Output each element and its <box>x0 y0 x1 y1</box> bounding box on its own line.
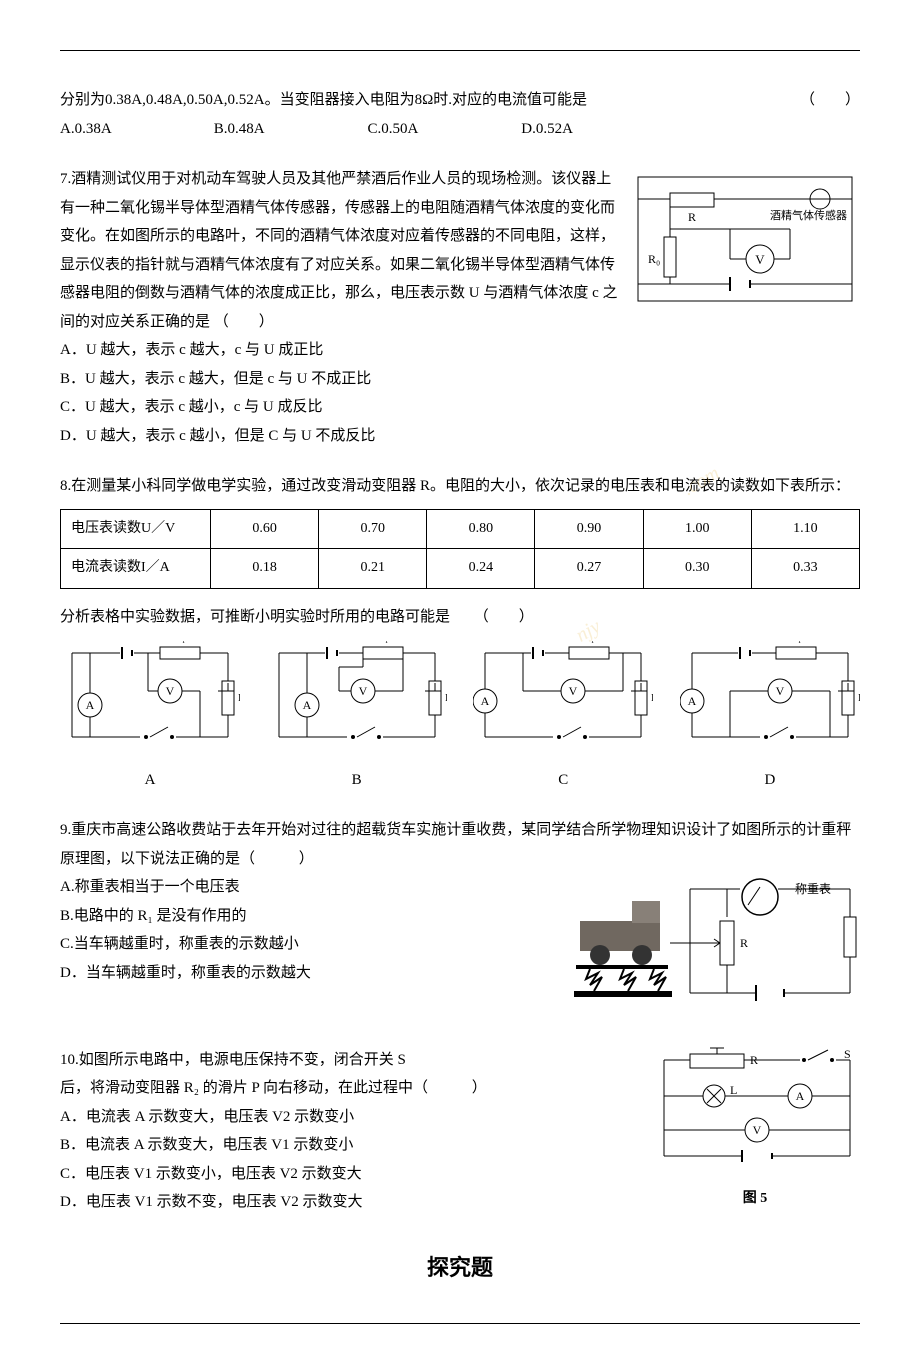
q7-R-label: R <box>688 210 696 224</box>
q8-r0: 电流表读数I／A <box>61 549 211 589</box>
q9-pre-line: 9.重庆市高速公路收费站于去年开始对过往的超载货车实施计重收费，某同学结合所学物… <box>60 816 860 873</box>
q6-optD: D.0.52A <box>521 115 573 144</box>
question-8: .com 8.在测量某小科同学做电学实验，通过改变滑动变阻器 R。电阻的大小，依… <box>60 472 860 794</box>
q8-paren: （ ） <box>474 609 534 625</box>
table-row: 电流表读数I／A 0.18 0.21 0.24 0.27 0.30 0.33 <box>61 549 860 589</box>
circ-C-R1: R₁ <box>584 641 595 644</box>
circ-B-R1: R₁ <box>377 641 388 644</box>
circ-D-R2: R₂ <box>858 692 860 704</box>
q10-pre2: 后，将滑动变阻器 R₂ 的滑片 P 向右移动，在此过程中（ <box>60 1080 428 1096</box>
circ-C-V: V <box>569 684 578 698</box>
q8-h6: 1.10 <box>751 509 859 549</box>
circ-A-A: A <box>86 698 95 712</box>
q10-S: S <box>844 1047 851 1061</box>
circuit-b-svg: R₁ R₂ A V <box>267 641 447 751</box>
q10-caption: 图 5 <box>650 1186 860 1213</box>
q10-L: L <box>730 1083 737 1097</box>
q8-table: 电压表读数U／V 0.60 0.70 0.80 0.90 1.00 1.10 电… <box>60 509 860 589</box>
circ-D-V: V <box>776 684 785 698</box>
q6-options: A.0.38A B.0.48A C.0.50A D.0.52A <box>60 115 860 144</box>
q7-optC: C．U 越大，表示 c 越小，c 与 U 成反比 <box>60 393 860 422</box>
circuit-a-svg: R₁ R₂ A V <box>60 641 240 751</box>
q10-figure: R S L A V 图 5 <box>650 1046 860 1213</box>
q8-circuit-B: R₁ R₂ A V <box>267 641 447 794</box>
q8-r5: 0.30 <box>643 549 751 589</box>
bottom-rule <box>60 1323 860 1324</box>
q8-r1: 0.18 <box>211 549 319 589</box>
q8-circuit-D: R₁ R₂ A V <box>680 641 860 794</box>
q6-text: 分别为0.38A,0.48A,0.50A,0.52A。当变阻器接入电阻为8Ω时.… <box>60 92 587 108</box>
circ-A-R1: R₁ <box>174 641 185 644</box>
q7-sensor-label: 酒精气体传感器 <box>770 208 847 222</box>
q8-h4: 0.90 <box>535 509 643 549</box>
q7-pre: 7.酒精测试仪用于对机动车驾驶人员及其他严禁酒后作业人员的现场检测。该仪器上有一… <box>60 171 618 330</box>
q7-optB: B．U 越大，表示 c 越大，但是 c 与 U 不成正比 <box>60 365 860 394</box>
question-6-tail: 分别为0.38A,0.48A,0.50A,0.52A。当变阻器接入电阻为8Ω时.… <box>60 86 860 143</box>
q10-fig-svg: R S L A V <box>650 1046 860 1176</box>
circuit-d-svg: R₁ R₂ A V <box>680 641 860 751</box>
q10-V: V <box>753 1123 762 1137</box>
question-7: R 酒精气体传感器 R₀ V <box>60 165 860 450</box>
q6-optC: C.0.50A <box>368 115 518 144</box>
q8-h2: 0.70 <box>319 509 427 549</box>
q10-paren: ） <box>472 1080 487 1096</box>
circ-label-C: C <box>473 766 653 795</box>
q7-circuit: R 酒精气体传感器 R₀ V <box>630 169 860 320</box>
q8-h5: 1.00 <box>643 509 751 549</box>
q8-post-line: 分析表格中实验数据，可推断小明实验时所用的电路可能是 （ ） <box>60 603 860 632</box>
q9-pre: 9.重庆市高速公路收费站于去年开始对过往的超载货车实施计重收费，某同学结合所学物… <box>60 822 851 867</box>
circ-B-R2: R₂ <box>445 692 447 704</box>
q8-h0: 电压表读数U／V <box>61 509 211 549</box>
q8-h1: 0.60 <box>211 509 319 549</box>
q8-r2: 0.21 <box>319 549 427 589</box>
q7-paren: （ ） <box>214 314 274 330</box>
circ-A-V: V <box>166 684 175 698</box>
circ-A-R2: R₂ <box>238 692 240 704</box>
section-title: 探究题 <box>60 1247 860 1289</box>
q8-r6: 0.33 <box>751 549 859 589</box>
q8-r4: 0.27 <box>535 549 643 589</box>
question-9: 9.重庆市高速公路收费站于去年开始对过往的超载货车实施计重收费，某同学结合所学物… <box>60 816 860 1024</box>
table-row: 电压表读数U／V 0.60 0.70 0.80 0.90 1.00 1.10 <box>61 509 860 549</box>
circ-D-A: A <box>688 694 697 708</box>
circ-B-A: A <box>302 698 311 712</box>
q8-h3: 0.80 <box>427 509 535 549</box>
q6-optB: B.0.48A <box>214 115 364 144</box>
q8-post: 分析表格中实验数据，可推断小明实验时所用的电路可能是 <box>60 609 450 625</box>
q9-paren: ） <box>299 851 314 867</box>
circ-label-A: A <box>60 766 240 795</box>
circ-label-D: D <box>680 766 860 795</box>
q9-fig-svg: 称重表 R₁ R <box>570 873 860 1013</box>
circ-C-A: A <box>481 694 490 708</box>
q7-optD: D．U 越大，表示 c 越小，但是 C 与 U 不成反比 <box>60 422 860 451</box>
q9-figure: 称重表 R₁ R <box>570 873 860 1024</box>
q8-r3: 0.24 <box>427 549 535 589</box>
q8-circuits: R₁ R₂ A V <box>60 641 860 794</box>
q7-circuit-svg: R 酒精气体传感器 R₀ V <box>630 169 860 309</box>
q9-R-label: R <box>740 936 748 950</box>
circuit-c-svg: R₁ R₂ A V <box>473 641 653 751</box>
q8-circuit-A: R₁ R₂ A V <box>60 641 240 794</box>
circ-B-V: V <box>358 684 367 698</box>
q8-circuit-C: R₁ R₂ A V <box>473 641 653 794</box>
q7-optA: A．U 越大，表示 c 越大，c 与 U 成正比 <box>60 336 860 365</box>
circ-label-B: B <box>267 766 447 795</box>
circ-D-R1: R₁ <box>790 641 801 644</box>
q10-A: A <box>796 1089 805 1103</box>
q6-line1: 分别为0.38A,0.48A,0.50A,0.52A。当变阻器接入电阻为8Ω时.… <box>60 86 860 115</box>
q6-paren: （ ） <box>800 86 860 115</box>
top-rule <box>60 50 860 51</box>
circ-C-R2: R₂ <box>651 692 653 704</box>
question-10: R S L A V 图 5 <box>60 1046 860 1217</box>
q7-V-label: V <box>755 252 765 267</box>
q7-R0-label: R₀ <box>648 252 660 266</box>
q6-optA: A.0.38A <box>60 115 210 144</box>
q8-pre: 8.在测量某小科同学做电学实验，通过改变滑动变阻器 R。电阻的大小，依次记录的电… <box>60 472 860 501</box>
